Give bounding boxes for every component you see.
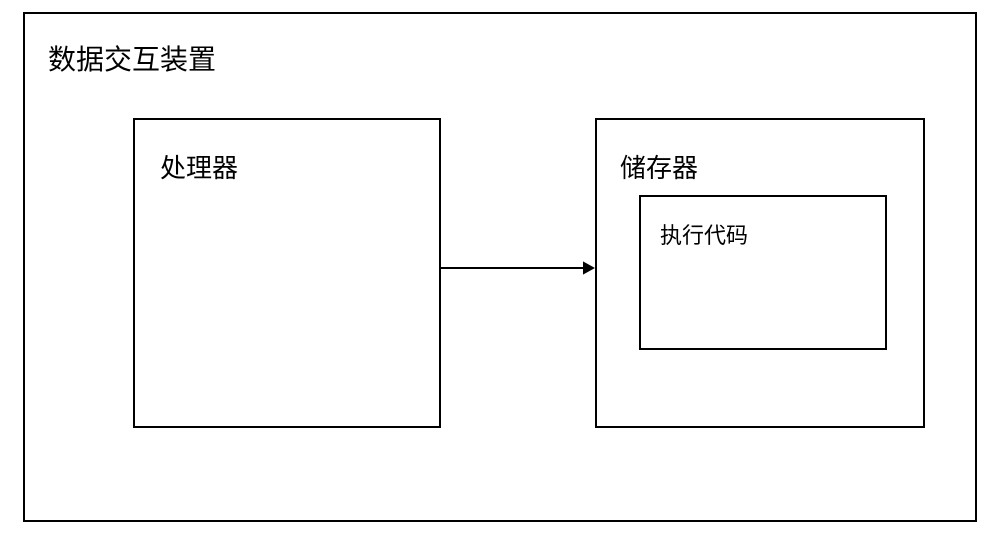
storage-label: 储存器 — [620, 148, 698, 185]
exec-code-label: 执行代码 — [660, 218, 748, 250]
arrow-processor-to-storage — [441, 252, 595, 284]
outer-container-label: 数据交互装置 — [48, 38, 216, 78]
processor-label: 处理器 — [160, 148, 238, 185]
